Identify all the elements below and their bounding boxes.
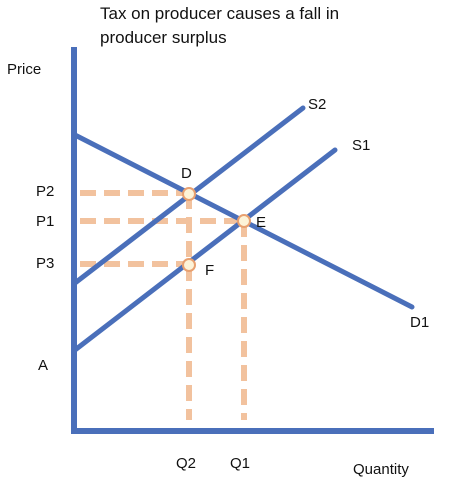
supply-curve-s1	[72, 147, 338, 353]
title-line-1: Tax on producer causes a fall in	[100, 4, 340, 23]
label-d1: D1	[410, 314, 429, 331]
label-s2: S2	[308, 96, 326, 113]
label-p3: P3	[36, 255, 54, 272]
label-point-d: D	[181, 165, 192, 182]
label-p2: P2	[36, 183, 54, 200]
guide-lines	[80, 190, 247, 420]
label-a: A	[38, 357, 48, 374]
title-line-2: producer surplus	[100, 28, 227, 47]
label-s1: S1	[352, 137, 370, 154]
y-axis-label: Price	[7, 61, 41, 78]
label-p1: P1	[36, 213, 54, 230]
point-f-marker	[182, 258, 196, 272]
x-axis-label: Quantity	[353, 461, 409, 478]
point-d-marker	[182, 187, 196, 201]
label-point-f: F	[205, 262, 214, 279]
label-q2: Q2	[176, 455, 196, 472]
point-e-marker	[237, 214, 251, 228]
label-q1: Q1	[230, 455, 250, 472]
label-point-e: E	[256, 214, 266, 231]
